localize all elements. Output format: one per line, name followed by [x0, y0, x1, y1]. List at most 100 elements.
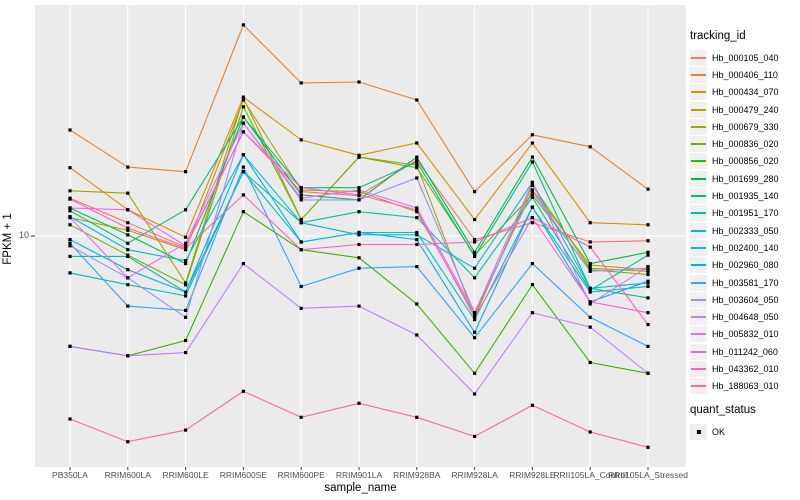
data-point: [241, 98, 245, 102]
legend-item-Hb_001935_140: Hb_001935_140: [690, 187, 798, 205]
data-point: [357, 188, 361, 192]
legend-item-label: Hb_003581_170: [712, 277, 779, 288]
legend-item-label: Hb_002960_080: [712, 260, 779, 271]
legend-item-label: Hb_000836_020: [712, 139, 779, 150]
data-point: [357, 186, 361, 190]
data-point: [530, 195, 534, 199]
data-point: [241, 193, 245, 197]
y-tick-label: 10: [18, 230, 29, 240]
legend-quant-status: quant_status OK: [690, 404, 798, 440]
legend-color-key: [690, 205, 707, 222]
data-point: [588, 315, 592, 319]
legend-color-items: Hb_000105_040 Hb_000406_110 Hb_000434_070 H…: [690, 49, 798, 395]
legend-item-Hb_004648_050: Hb_004648_050: [690, 308, 798, 326]
data-point: [357, 153, 361, 157]
data-point: [646, 269, 650, 273]
data-point: [184, 294, 188, 298]
legend-item-label: Hb_004648_050: [712, 312, 779, 323]
legend-item-Hb_001951_170: Hb_001951_170: [690, 205, 798, 222]
data-point: [473, 371, 477, 375]
data-point: [241, 23, 245, 27]
line-swatch-icon: [691, 143, 706, 146]
data-point: [473, 266, 477, 270]
legend-item-Hb_002960_080: Hb_002960_080: [690, 257, 798, 274]
data-point: [299, 190, 303, 194]
data-point: [646, 187, 650, 191]
data-point: [357, 210, 361, 214]
data-point: [299, 188, 303, 192]
data-point: [299, 186, 303, 190]
data-point: [184, 241, 188, 245]
data-point: [184, 262, 188, 266]
ok-point-key: [690, 423, 707, 440]
data-point: [530, 205, 534, 209]
data-point: [646, 281, 650, 285]
data-point: [646, 253, 650, 257]
legend-item-Hb_001699_280: Hb_001699_280: [690, 170, 798, 187]
legend-color-key: [690, 309, 707, 326]
data-point: [588, 221, 592, 225]
data-point: [299, 196, 303, 200]
legend-color-key: [690, 360, 707, 377]
data-point: [68, 238, 72, 242]
data-point: [473, 250, 477, 254]
data-point: [473, 311, 477, 315]
x-tick-label-RRIM600LE: RRIM600LE: [162, 470, 209, 480]
x-tick-label-RRIM928LE: RRIM928LE: [509, 470, 556, 480]
data-point: [473, 330, 477, 334]
data-point: [184, 170, 188, 174]
data-point: [68, 189, 72, 193]
data-point: [530, 190, 534, 194]
data-point: [473, 240, 477, 244]
line-swatch-icon: [691, 281, 706, 284]
x-tick-label-RRII105LA_Control: RRII105LA_Control: [553, 470, 628, 480]
data-point: [646, 272, 650, 277]
legend-item-Hb_188063_010: Hb_188063_010: [690, 378, 798, 395]
data-point: [530, 403, 534, 407]
line-swatch-icon: [691, 333, 706, 336]
data-point: [530, 133, 534, 137]
data-point: [530, 193, 534, 197]
data-point: [184, 338, 188, 343]
line-swatch-icon: [691, 195, 706, 198]
data-point: [357, 401, 361, 405]
line-swatch-icon: [691, 385, 706, 388]
data-point: [184, 244, 188, 248]
data-point: [473, 434, 477, 438]
data-point: [415, 176, 419, 180]
line-swatch-icon: [691, 212, 706, 215]
data-point: [357, 266, 361, 270]
legend-color-key: [690, 118, 707, 135]
y-axis-title: FPKM + 1: [2, 213, 14, 265]
data-point: [473, 336, 477, 340]
line-swatch-icon: [691, 73, 706, 76]
data-point: [646, 239, 650, 243]
data-point: [588, 300, 592, 304]
legend-color-key: [690, 291, 707, 308]
legend-item-label: Hb_000406_110: [712, 69, 778, 80]
data-point: [415, 210, 419, 214]
data-point: [241, 389, 245, 393]
data-point: [184, 315, 188, 319]
data-point: [415, 206, 419, 210]
data-point: [126, 304, 130, 308]
data-point: [184, 259, 188, 263]
data-point: [241, 121, 245, 125]
data-point: [299, 218, 303, 222]
legend-color-key: [690, 153, 707, 170]
data-point: [588, 145, 592, 149]
legend-color-key: [690, 239, 707, 256]
data-point: [415, 302, 419, 306]
data-point: [415, 208, 419, 212]
data-point: [184, 208, 188, 212]
data-point: [473, 238, 477, 242]
data-point: [126, 254, 130, 258]
legend-item-label: Hb_011242_060: [712, 346, 778, 357]
legend-item-label: Hb_001699_280: [712, 173, 779, 184]
data-point: [646, 344, 650, 348]
data-point: [299, 248, 303, 252]
legend-color-key: [690, 84, 707, 101]
data-point: [68, 417, 72, 421]
